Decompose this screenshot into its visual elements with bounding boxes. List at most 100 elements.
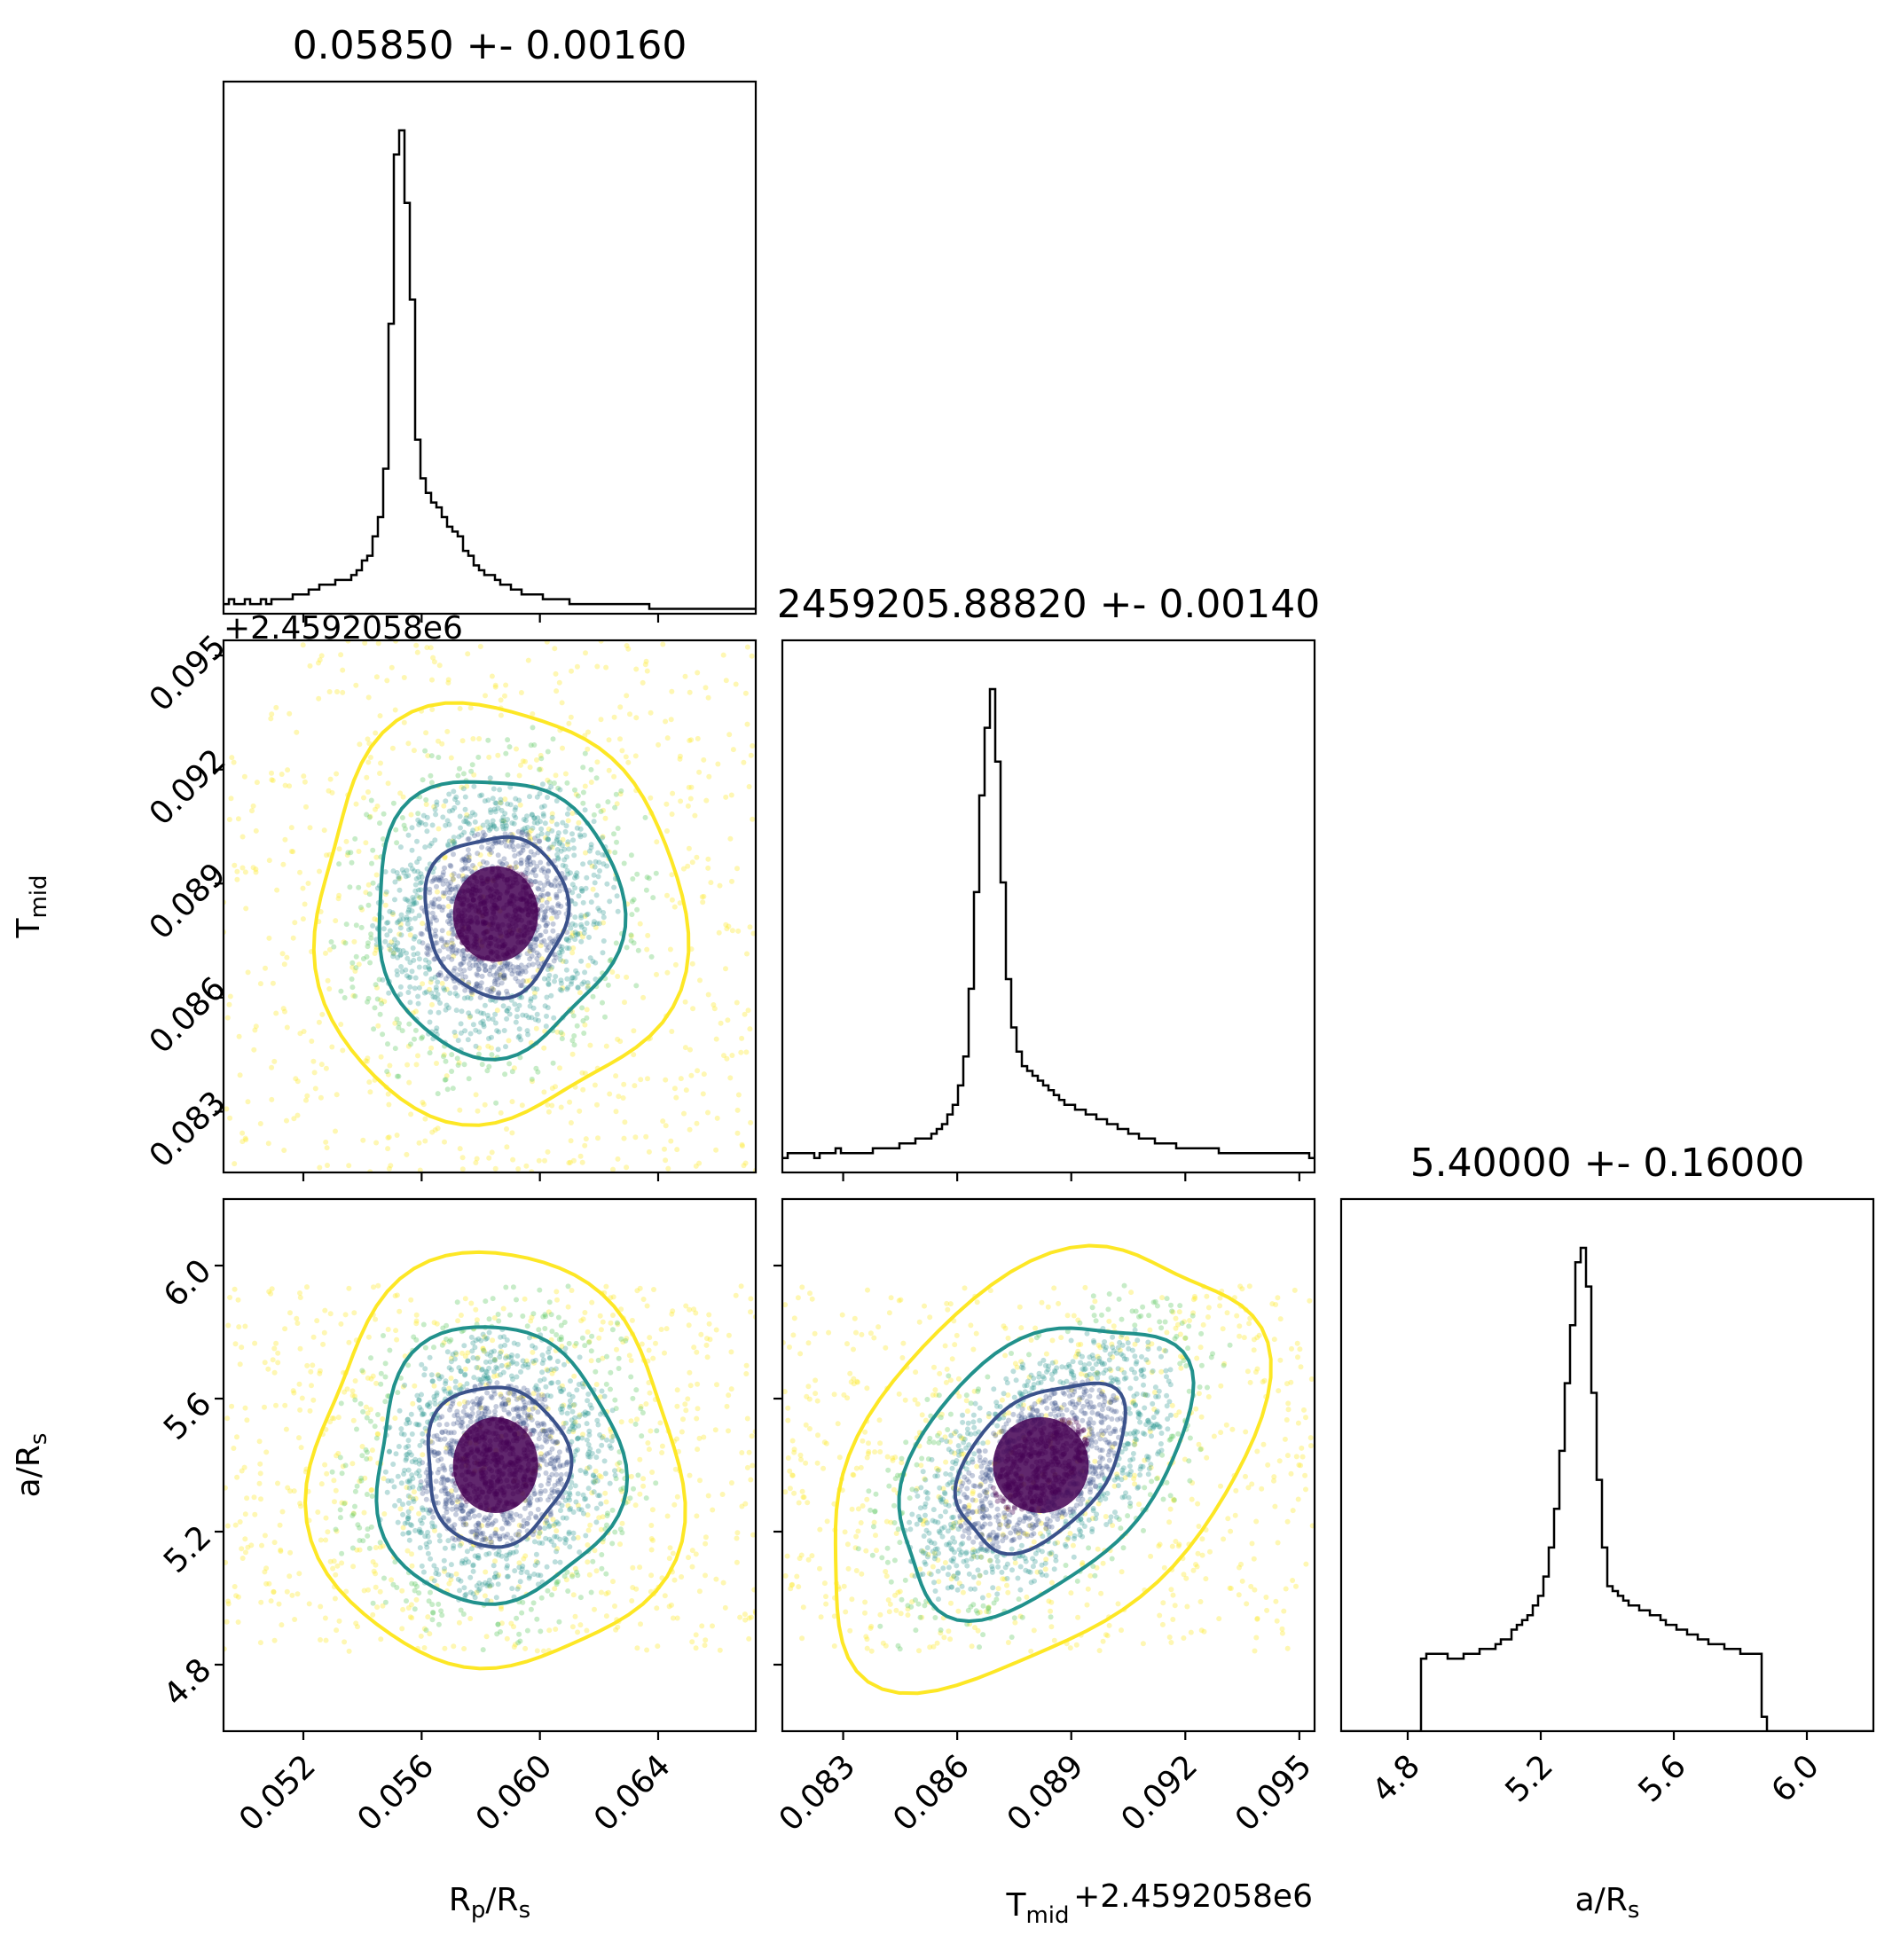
scatter-point <box>484 1405 491 1411</box>
scatter-point <box>367 1089 373 1095</box>
scatter-point <box>226 1001 232 1007</box>
scatter-point <box>623 754 629 760</box>
scatter-point <box>552 1458 558 1464</box>
scatter-point <box>373 982 379 988</box>
scatter-point <box>245 969 251 976</box>
scatter-point <box>552 1559 558 1565</box>
scatter-point <box>534 820 540 826</box>
scatter-point <box>404 955 411 961</box>
scatter-point <box>546 1478 552 1484</box>
scatter-point <box>581 1510 586 1517</box>
scatter-point <box>491 1368 497 1375</box>
scatter-point <box>546 982 552 988</box>
scatter-point <box>406 1479 412 1486</box>
scatter-point <box>504 963 510 969</box>
scatter-point <box>266 1580 272 1587</box>
scatter-point <box>418 1407 424 1413</box>
scatter-point <box>422 1116 428 1122</box>
scatter-point <box>1176 1541 1182 1548</box>
scatter-point <box>538 1491 544 1496</box>
scatter-point <box>554 688 560 694</box>
scatter-point <box>748 1309 753 1315</box>
scatter-point <box>491 1563 497 1569</box>
scatter-point <box>486 1550 492 1556</box>
scatter-point <box>542 1488 548 1494</box>
scatter-point <box>364 1456 370 1462</box>
scatter-point <box>263 1449 270 1455</box>
scatter-point <box>358 924 365 930</box>
scatter-point <box>342 1501 348 1507</box>
scatter-point <box>527 948 533 954</box>
scatter-point <box>475 1396 480 1402</box>
scatter-point <box>438 1488 444 1494</box>
scatter-point <box>373 1584 379 1590</box>
scatter-point <box>694 1415 700 1422</box>
scatter-point <box>450 807 456 813</box>
scatter-point <box>706 1312 712 1318</box>
scatter-point <box>674 1615 680 1621</box>
scatter-point <box>502 838 508 844</box>
scatter-point <box>386 1134 392 1141</box>
scatter-point <box>420 1439 426 1444</box>
scatter-point <box>500 814 506 820</box>
scatter-point <box>564 854 569 860</box>
scatter-point <box>572 885 578 891</box>
scatter-point <box>648 1428 654 1434</box>
scatter-point <box>317 1164 323 1171</box>
scatter-point <box>643 1495 649 1501</box>
scatter-point <box>577 1354 583 1360</box>
scatter-point <box>441 1514 447 1519</box>
scatter-point <box>548 1456 554 1462</box>
scatter-point <box>405 1514 412 1520</box>
scatter-point <box>477 825 483 831</box>
scatter-point <box>243 1549 248 1556</box>
scatter-point <box>498 697 504 703</box>
scatter-point <box>569 1572 575 1578</box>
scatter-point <box>734 1130 741 1136</box>
scatter-point <box>820 1465 827 1471</box>
scatter-point <box>428 780 435 786</box>
scatter-point <box>739 1141 745 1148</box>
scatter-point <box>544 1013 549 1019</box>
scatter-point <box>500 1003 506 1009</box>
scatter-point <box>557 1559 563 1565</box>
scatter-point <box>367 1418 373 1424</box>
scatter-point <box>425 1550 431 1556</box>
scatter-point <box>916 1648 922 1654</box>
scatter-point <box>452 886 459 892</box>
scatter-point <box>546 1497 551 1503</box>
scatter-point <box>555 830 561 836</box>
scatter-point <box>251 1494 257 1501</box>
scatter-point <box>566 945 572 952</box>
scatter-point <box>490 1337 496 1344</box>
scatter-point <box>694 854 700 860</box>
scatter-point <box>258 1496 263 1502</box>
scatter-point <box>451 839 458 845</box>
scatter-point <box>551 1368 557 1374</box>
scatter-point <box>518 860 524 866</box>
scatter-point <box>423 802 429 807</box>
scatter-point <box>459 738 466 744</box>
scatter-point <box>504 861 509 866</box>
scatter-point <box>562 1540 569 1546</box>
scatter-point <box>431 1449 437 1455</box>
scatter-point <box>445 1005 451 1011</box>
scatter-point <box>429 1602 436 1608</box>
scatter-point <box>473 1533 479 1540</box>
scatter-point <box>423 796 429 803</box>
scatter-point <box>593 858 599 865</box>
scatter-point <box>533 1551 539 1557</box>
scatter-point <box>705 1109 711 1116</box>
scatter-point <box>445 1495 451 1501</box>
scatter-point <box>541 1089 547 1095</box>
scatter-point <box>435 979 441 985</box>
scatter-point <box>339 1500 345 1506</box>
scatter-point <box>537 1525 543 1532</box>
scatter-point <box>565 984 571 991</box>
scatter-point <box>483 1537 489 1543</box>
scatter-point <box>545 831 551 836</box>
scatter-point <box>523 978 530 984</box>
scatter-point <box>544 947 550 953</box>
scatter-point <box>747 924 753 930</box>
scatter-point <box>513 1548 519 1555</box>
